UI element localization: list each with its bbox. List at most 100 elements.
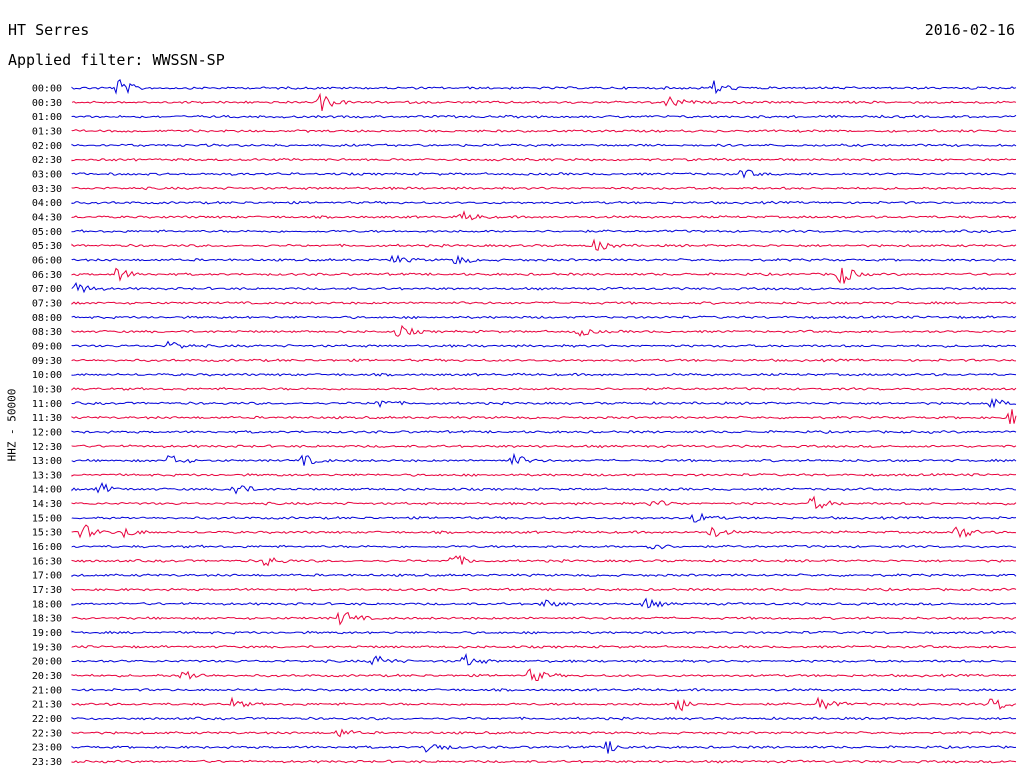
time-label: 13:00 — [32, 456, 62, 467]
trace-line — [71, 481, 1017, 495]
time-label: 12:00 — [32, 427, 62, 438]
trace-line — [71, 429, 1017, 434]
trace-line — [71, 716, 1016, 721]
time-label: 23:00 — [32, 743, 62, 754]
time-label: 14:00 — [32, 485, 62, 496]
trace-line — [71, 554, 1017, 567]
trace-line — [71, 495, 1017, 510]
time-label: 00:00 — [32, 84, 62, 95]
trace-line — [71, 397, 1017, 409]
trace-line — [71, 143, 1017, 148]
trace-line — [71, 157, 1017, 162]
record-date: 2016-02-16 — [924, 21, 1015, 39]
trace-line — [71, 282, 1017, 294]
time-label: 23:30 — [32, 757, 62, 768]
trace-line — [71, 696, 1017, 712]
trace-line — [71, 687, 1017, 692]
time-label: 20:30 — [32, 671, 62, 682]
time-label: 07:30 — [32, 298, 62, 309]
trace-line — [71, 741, 1017, 754]
time-label: 08:00 — [32, 313, 62, 324]
trace-line — [71, 358, 1017, 363]
time-label: 03:30 — [32, 184, 62, 195]
trace-line — [71, 186, 1017, 191]
time-label: 19:30 — [32, 642, 62, 653]
time-label: 09:00 — [32, 341, 62, 352]
trace-line — [71, 254, 1017, 265]
trace-line — [71, 169, 1017, 179]
time-label: 04:00 — [32, 198, 62, 209]
trace-line — [71, 200, 1017, 205]
time-label: 18:00 — [32, 599, 62, 610]
time-label: 01:30 — [32, 126, 62, 137]
time-label: 21:00 — [32, 685, 62, 696]
time-label: 06:30 — [32, 270, 62, 281]
time-label: 11:30 — [32, 413, 62, 424]
time-label: 18:30 — [32, 614, 62, 625]
station-name: HT Serres — [8, 21, 90, 39]
trace-line — [71, 452, 1017, 466]
trace-line — [71, 238, 1017, 251]
trace-line — [71, 473, 1017, 477]
time-label: 05:30 — [32, 241, 62, 252]
time-label: 15:00 — [32, 513, 62, 524]
trace-line — [71, 728, 1017, 738]
time-label: 11:00 — [32, 399, 62, 410]
trace-line — [71, 210, 1017, 221]
trace-line — [71, 644, 1017, 649]
time-label: 03:00 — [32, 169, 62, 180]
time-label: 10:00 — [32, 370, 62, 381]
trace-line — [71, 668, 1017, 681]
time-label: 06:00 — [32, 255, 62, 266]
trace-line — [71, 92, 1017, 112]
time-label: 02:00 — [32, 141, 62, 152]
trace-line — [71, 524, 1017, 539]
time-label: 14:30 — [32, 499, 62, 510]
time-label: 07:00 — [32, 284, 62, 295]
time-label: 21:30 — [32, 700, 62, 711]
trace-line — [71, 300, 1017, 305]
trace-line — [71, 512, 1017, 523]
trace-line — [71, 129, 1017, 133]
trace-line — [71, 444, 1017, 449]
trace-line — [71, 386, 1017, 391]
time-label: 22:30 — [32, 728, 62, 739]
time-label: 08:30 — [32, 327, 62, 338]
trace-line — [71, 315, 1017, 320]
time-label: 00:30 — [32, 98, 62, 109]
trace-line — [71, 652, 1017, 666]
trace-line — [71, 324, 1017, 337]
trace-line — [71, 229, 1017, 234]
trace-line — [71, 78, 1017, 95]
time-label: 15:30 — [32, 528, 62, 539]
time-label: 01:00 — [32, 112, 62, 123]
time-label: 12:30 — [32, 442, 62, 453]
time-label: 10:30 — [32, 384, 62, 395]
time-label: 19:00 — [32, 628, 62, 639]
time-label: 20:00 — [32, 657, 62, 668]
time-label: 16:30 — [32, 556, 62, 567]
time-label: 02:30 — [32, 155, 62, 166]
trace-line — [71, 114, 1017, 119]
trace-line — [71, 573, 1017, 578]
trace-line — [71, 372, 1017, 377]
time-label: 16:00 — [32, 542, 62, 553]
trace-line — [71, 267, 1017, 284]
trace-line — [71, 630, 1017, 635]
trace-line — [71, 611, 1017, 626]
trace-line — [71, 597, 1017, 609]
time-label: 17:00 — [32, 571, 62, 582]
trace-line — [71, 340, 1017, 349]
trace-line — [71, 544, 1016, 550]
trace-line — [71, 409, 1017, 424]
time-label: 17:30 — [32, 585, 62, 596]
time-label: 09:30 — [32, 356, 62, 367]
trace-line — [71, 587, 1017, 592]
time-label: 05:00 — [32, 227, 62, 238]
trace-line — [71, 759, 1017, 764]
filter-label: Applied filter: WWSSN-SP — [8, 51, 225, 69]
time-label: 22:00 — [32, 714, 62, 725]
time-label: 04:30 — [32, 212, 62, 223]
time-label: 13:30 — [32, 470, 62, 481]
